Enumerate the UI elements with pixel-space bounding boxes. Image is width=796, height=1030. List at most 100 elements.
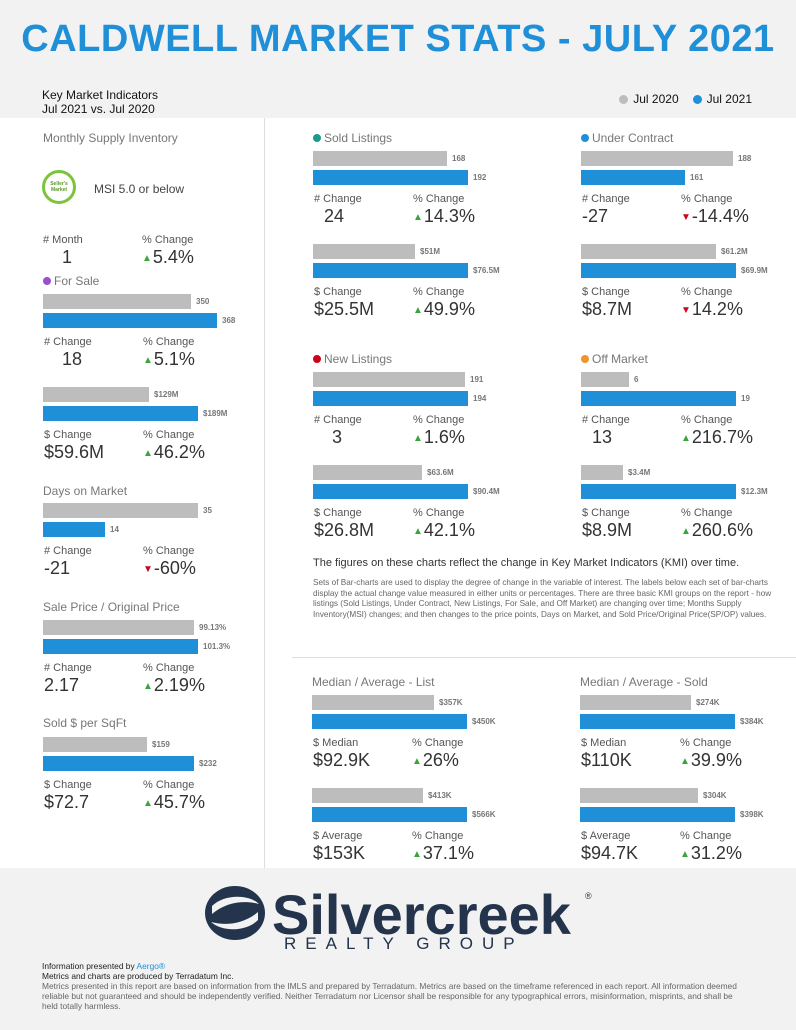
forsale-change-label: # Change — [44, 336, 92, 348]
off-volume-change-value: $8.9M — [582, 520, 633, 540]
newl-volume-change-label: $ Change — [314, 507, 362, 519]
newl-pct-change: ▲1.6% — [413, 427, 465, 447]
sold-median-change-label: $ Median — [581, 737, 627, 749]
contract-value-2021: 161 — [690, 173, 704, 182]
sqft-pct-change: ▲45.7% — [143, 792, 205, 812]
off-change-value: 13 — [592, 427, 613, 447]
sold-average-change-label: $ Average — [581, 830, 631, 842]
spop-change-label: # Change — [44, 662, 92, 674]
legend-item-2021: Jul 2021 — [692, 92, 752, 106]
newl-volume-value-2021: $90.4M — [473, 487, 500, 496]
forsale-title: For Sale — [43, 274, 99, 288]
legend-item-2020: Jul 2020 — [619, 92, 679, 106]
sqft-bar-2021 — [43, 756, 194, 771]
dom-bar-2020 — [43, 503, 198, 518]
up-triangle-icon: ▲ — [143, 355, 153, 366]
sold-volume-value-2020: $51M — [420, 247, 441, 256]
spop-title: Sale Price / Original Price — [43, 600, 180, 614]
forsale-pct-change: ▲5.1% — [143, 349, 195, 369]
contract-change-label: # Change — [582, 193, 630, 205]
kmi-title: Key Market Indicators — [42, 88, 159, 102]
off-volume-value-2020: $3.4M — [628, 468, 651, 477]
sold-average-bar-2021 — [580, 807, 735, 822]
forsale-bar-2021 — [43, 313, 217, 328]
list-average-value-2020: $413K — [428, 791, 452, 800]
list-average-change-value: $153K — [313, 843, 366, 863]
spop-bar-2021 — [43, 639, 198, 654]
status-dot-icon — [313, 355, 321, 363]
forsale-volume-bar-2020 — [43, 387, 149, 402]
sold-change-value: 24 — [324, 206, 345, 226]
soldp-title: Median / Average - Sold — [580, 675, 708, 689]
contract-volume-change-value: $8.7M — [582, 299, 633, 319]
up-triangle-icon: ▲ — [413, 212, 423, 223]
logo-subtitle: REALTY GROUP — [284, 934, 524, 953]
footer-disclaimer: Metrics presented in this report are bas… — [42, 981, 737, 1011]
up-triangle-icon: ▲ — [413, 433, 423, 444]
sold-bar-2020 — [313, 151, 447, 166]
list-average-bar-2020 — [312, 788, 423, 803]
list-median-bar-2021 — [312, 714, 467, 729]
up-triangle-icon: ▲ — [413, 526, 423, 537]
newl-volume-change-value: $26.8M — [314, 520, 375, 540]
newl-volume-pct-label: % Change — [413, 507, 465, 519]
off-volume-change-label: $ Change — [582, 507, 630, 519]
logo-wordmark: Silvercreek — [272, 883, 571, 946]
newl-volume-bar-2021 — [313, 484, 468, 499]
sold-average-value-2020: $304K — [703, 791, 727, 800]
sold-average-bar-2020 — [580, 788, 698, 803]
sold-title: Sold Listings — [313, 131, 392, 145]
kmi-period: Jul 2021 vs. Jul 2020 — [42, 102, 155, 116]
list-median-pct-label: % Change — [412, 737, 464, 749]
msi-pct-label: % Change — [142, 234, 194, 246]
dom-pct-change: ▼-60% — [143, 558, 196, 578]
sqft-change-label: $ Change — [44, 779, 92, 791]
newl-value-2020: 191 — [470, 375, 484, 384]
sqft-change-value: $72.7 — [44, 792, 90, 812]
list-median-change-value: $92.9K — [313, 750, 371, 770]
sold-volume-pct-label: % Change — [413, 286, 465, 298]
dom-bar-2021 — [43, 522, 105, 537]
sold-volume-pct-change: ▲49.9% — [413, 299, 475, 319]
sold-bar-2021 — [313, 170, 468, 185]
sold-average-change-value: $94.7K — [581, 843, 639, 863]
up-triangle-icon: ▲ — [413, 305, 423, 316]
contract-pct-change: ▼-14.4% — [681, 206, 749, 226]
sqft-title: Sold $ per SqFt — [43, 716, 127, 730]
spop-pct-label: % Change — [143, 662, 195, 674]
off-value-2021: 19 — [741, 394, 750, 403]
msi-title: Monthly Supply Inventory — [43, 131, 178, 145]
off-title: Off Market — [581, 352, 648, 366]
contract-volume-value-2020: $61.2M — [721, 247, 748, 256]
contract-value-2020: 188 — [738, 154, 752, 163]
forsale-volume-change-label: $ Change — [44, 429, 92, 441]
list-average-change-label: $ Average — [313, 830, 363, 842]
off-volume-pct-change: ▲260.6% — [681, 520, 753, 540]
status-dot-icon — [43, 277, 51, 285]
status-dot-icon — [313, 134, 321, 142]
sold-average-value-2021: $398K — [740, 810, 764, 819]
contract-change-value: -27 — [582, 206, 609, 226]
newl-pct-label: % Change — [413, 414, 465, 426]
up-triangle-icon: ▲ — [143, 798, 153, 809]
kmi-note-body: Sets of Bar-charts are used to display t… — [313, 578, 772, 619]
contract-bar-2020 — [581, 151, 733, 166]
sqft-pct-label: % Change — [143, 779, 195, 791]
up-triangle-icon: ▲ — [681, 526, 691, 537]
newl-change-label: # Change — [314, 414, 362, 426]
sold-median-pct-label: % Change — [680, 737, 732, 749]
off-volume-bar-2021 — [581, 484, 736, 499]
up-triangle-icon: ▲ — [143, 448, 153, 459]
contract-pct-label: % Change — [681, 193, 733, 205]
logo-registered-mark: ® — [585, 891, 592, 901]
forsale-volume-pct-change: ▲46.2% — [143, 442, 205, 462]
down-triangle-icon: ▼ — [143, 564, 153, 575]
aergo-link[interactable]: Aergo® — [136, 961, 166, 971]
vertical-divider — [264, 118, 265, 868]
sold-volume-bar-2021 — [313, 263, 468, 278]
up-triangle-icon: ▲ — [143, 681, 153, 692]
sqft-value-2020: $159 — [152, 740, 170, 749]
forsale-volume-bar-2021 — [43, 406, 198, 421]
horizontal-divider — [292, 657, 796, 658]
dom-title: Days on Market — [43, 484, 128, 498]
